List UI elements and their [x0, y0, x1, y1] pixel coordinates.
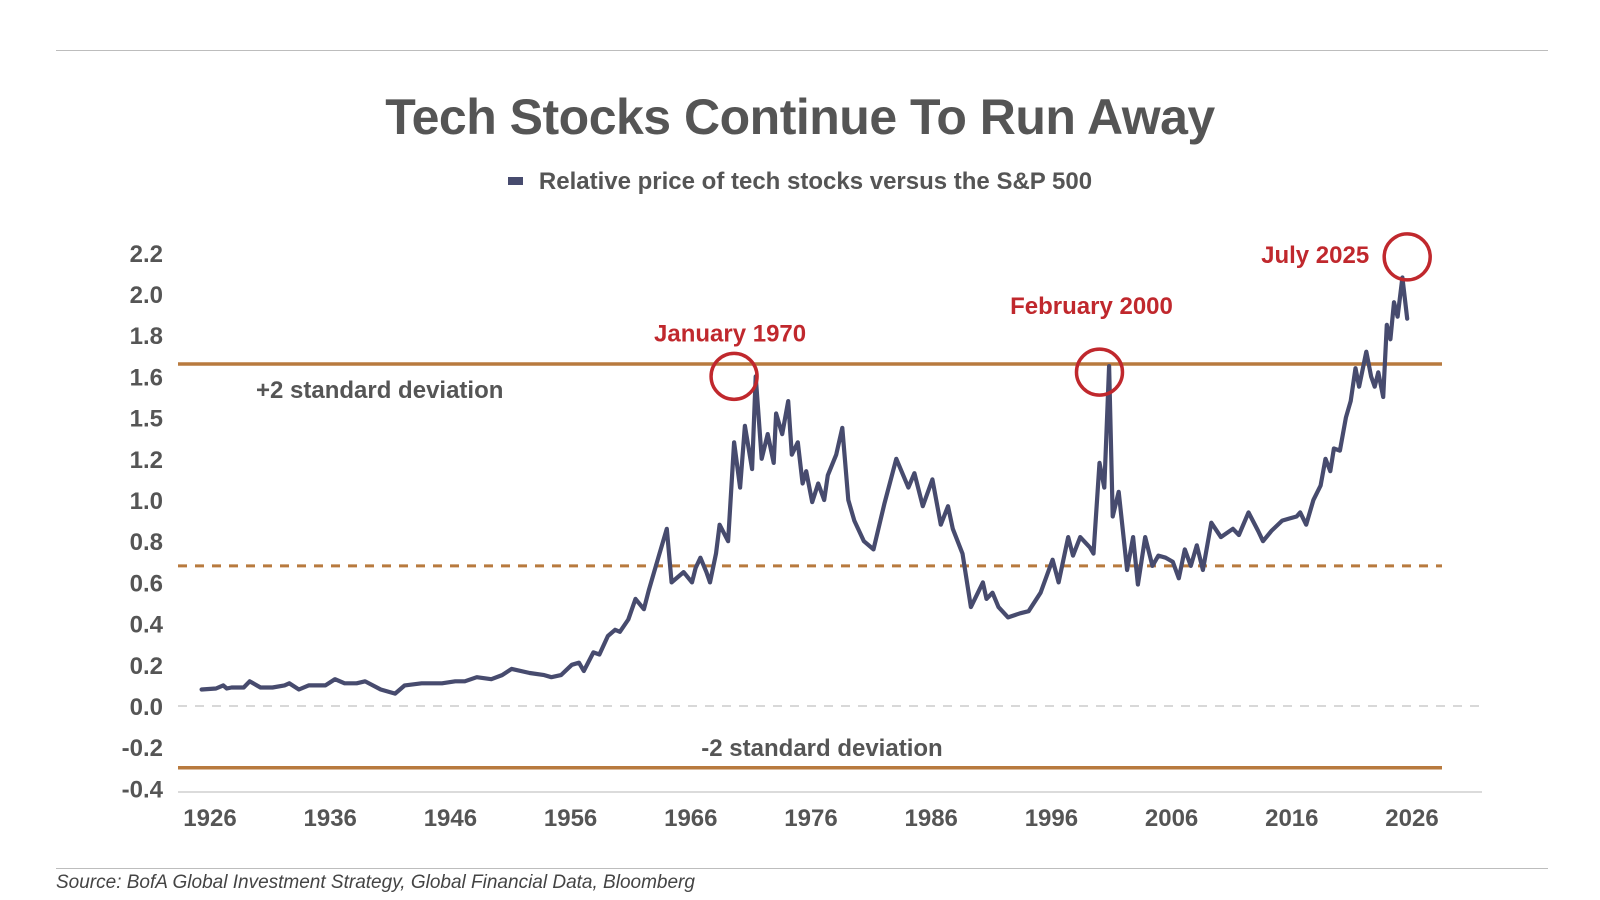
y-tick-label: 2.2: [130, 241, 163, 268]
x-tick-label: 2006: [1145, 805, 1198, 832]
legend: Relative price of tech stocks versus the…: [0, 168, 1600, 196]
annotation-circle: [709, 351, 759, 402]
y-tick-label: 0.2: [130, 653, 163, 680]
x-tick-label: 1986: [905, 805, 958, 832]
y-tick-label: 1.5: [130, 406, 163, 433]
y-tick-label: 0.0: [130, 694, 163, 721]
x-tick-label: 2016: [1265, 805, 1318, 832]
top-divider: [56, 50, 1548, 51]
legend-swatch: [507, 176, 523, 185]
x-tick-label: 1956: [544, 805, 597, 832]
series-line: [199, 275, 1410, 696]
x-tick-label: 1946: [424, 805, 477, 832]
x-tick-label: 2026: [1385, 805, 1438, 832]
bottom-divider: [56, 868, 1548, 869]
reference-label-plus2sd: +2 standard deviation: [256, 377, 503, 404]
annotation-label: January 1970: [654, 320, 806, 347]
annotation-circle: [1074, 347, 1125, 397]
legend-label: Relative price of tech stocks versus the…: [538, 168, 1093, 195]
x-tick-label: 1926: [183, 805, 236, 832]
y-tick-label: 2.0: [130, 282, 163, 309]
y-tick-label: 1.6: [130, 364, 163, 391]
y-tick-label: -0.2: [122, 735, 163, 762]
chart-title: Tech Stocks Continue To Run Away: [385, 89, 1215, 145]
x-tick-label: 1936: [304, 805, 357, 832]
annotation-label: February 2000: [1010, 293, 1173, 320]
reference-label-minus2sd: -2 standard deviation: [701, 735, 942, 762]
y-tick-label: -0.4: [122, 776, 164, 803]
x-tick-label: 1996: [1025, 805, 1078, 832]
y-tick-label: 0.4: [130, 612, 164, 639]
y-tick-label: 0.8: [130, 529, 163, 556]
source-note: Source: BofA Global Investment Strategy,…: [56, 872, 695, 893]
y-tick-label: 1.0: [130, 488, 163, 515]
annotation-label: July 2025: [1261, 242, 1369, 269]
y-tick-label: 1.2: [130, 447, 163, 474]
y-tick-label: 1.8: [130, 323, 163, 350]
x-tick-label: 1976: [784, 805, 837, 832]
x-tick-label: 1966: [664, 805, 717, 832]
annotation-circle: [1382, 232, 1432, 282]
y-tick-label: 0.6: [130, 570, 163, 597]
